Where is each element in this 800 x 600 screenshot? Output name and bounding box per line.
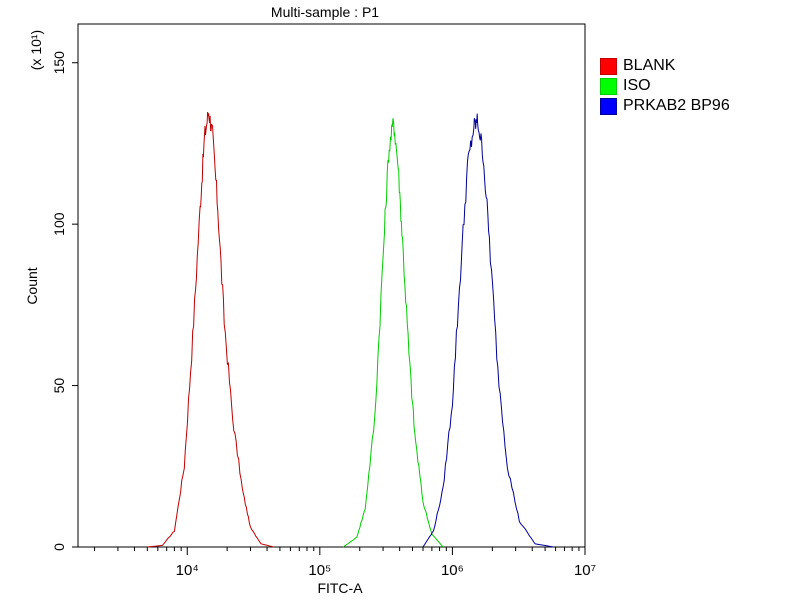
legend-item-blank: BLANK (600, 56, 730, 76)
x-axis-label: FITC-A (317, 580, 363, 596)
x-tick-label: 10⁵ (308, 562, 331, 579)
x-tick-label: 10⁷ (574, 562, 596, 579)
legend-swatch-prkab2 (600, 97, 617, 115)
y-tick-label: 50 (51, 378, 67, 394)
legend: BLANK ISO PRKAB2 BP96 (600, 56, 730, 116)
legend-swatch-iso (600, 77, 617, 95)
series-line-1 (342, 118, 444, 548)
legend-item-iso: ISO (600, 76, 730, 96)
legend-item-prkab2: PRKAB2 BP96 (600, 96, 730, 116)
x-tick-label: 10⁶ (441, 562, 464, 579)
x-tick-label: 10⁴ (176, 562, 199, 579)
series-line-0 (147, 111, 274, 548)
y-tick-label: 150 (51, 51, 67, 75)
y-axis-label: Count (24, 267, 40, 305)
series-line-2 (422, 113, 554, 548)
chart-title: Multi-sample : P1 (270, 4, 380, 20)
y-axis-multiplier-label: (x 10¹) (28, 29, 44, 71)
plot-frame (77, 23, 586, 548)
y-tick-label: 0 (51, 543, 67, 551)
y-tick-label: 100 (51, 212, 67, 236)
legend-label-blank: BLANK (623, 57, 676, 74)
legend-label-prkab2: PRKAB2 BP96 (623, 97, 730, 114)
legend-label-iso: ISO (623, 77, 651, 94)
legend-swatch-blank (600, 57, 617, 75)
